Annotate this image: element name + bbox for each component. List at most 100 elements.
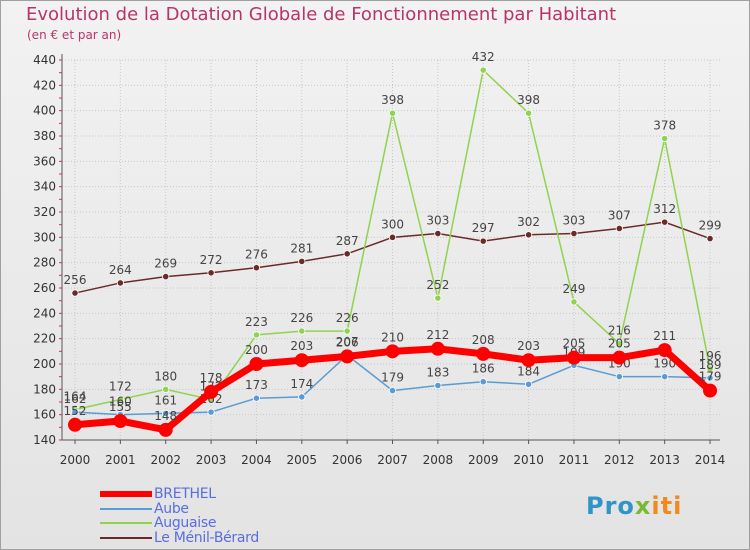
data-label-aube-2007: 179 xyxy=(381,371,404,385)
x-tick-label: 2001 xyxy=(105,453,136,467)
point-brethel-2010 xyxy=(521,353,536,368)
data-label-auguaise-2001: 172 xyxy=(109,379,132,393)
data-label-brethel-2013: 211 xyxy=(653,329,676,343)
point-auguaise-2004 xyxy=(252,331,261,339)
point-le-m-nil-b-rard-2008 xyxy=(434,229,442,238)
data-label-le-m-nil-b-rard-2001: 264 xyxy=(109,263,132,277)
point-le-m-nil-b-rard-2012 xyxy=(615,224,623,233)
point-le-m-nil-b-rard-2000 xyxy=(71,289,79,297)
x-tick-label: 2011 xyxy=(559,453,590,467)
point-brethel-2005 xyxy=(294,353,309,368)
x-tick-label: 2005 xyxy=(287,453,318,467)
legend-item-auguaise: Auguaise xyxy=(100,515,216,531)
point-auguaise-2009 xyxy=(479,66,487,74)
point-aube-2003 xyxy=(207,408,215,416)
point-auguaise-2006 xyxy=(343,327,351,335)
legend-label-le-menil-berard: Le Ménil-Bérard xyxy=(154,530,259,546)
x-tick-label: 2012 xyxy=(604,453,635,467)
point-brethel-2007 xyxy=(385,344,400,359)
data-label-le-m-nil-b-rard-2009: 297 xyxy=(472,221,495,235)
point-aube-2009 xyxy=(479,378,487,386)
data-label-brethel-2002: 148 xyxy=(154,409,177,423)
data-label-brethel-2001: 155 xyxy=(109,400,132,414)
point-brethel-2006 xyxy=(340,349,355,364)
point-le-m-nil-b-rard-2004 xyxy=(252,264,261,272)
point-auguaise-2005 xyxy=(298,327,306,335)
data-label-le-m-nil-b-rard-2004: 276 xyxy=(245,248,268,262)
legend-swatch-brethel xyxy=(100,491,152,497)
point-aube-2002 xyxy=(162,409,170,417)
y-tick-label: 160 xyxy=(33,408,56,422)
data-label-auguaise-2014: 196 xyxy=(699,349,722,363)
x-tick-label: 2003 xyxy=(196,453,227,467)
legend-swatch-auguaise xyxy=(100,522,152,524)
y-tick-label: 360 xyxy=(33,154,56,168)
data-label-brethel-2004: 200 xyxy=(245,343,268,357)
point-aube-2008 xyxy=(434,381,442,390)
y-tick-label: 220 xyxy=(33,332,56,346)
data-label-aube-2001: 160 xyxy=(109,395,132,409)
point-brethel-2001 xyxy=(113,414,128,428)
data-label-le-m-nil-b-rard-2010: 302 xyxy=(517,215,540,229)
legend-item-brethel: BRETHEL xyxy=(100,486,216,502)
data-label-auguaise-2008: 252 xyxy=(426,278,449,292)
data-label-auguaise-2004: 223 xyxy=(245,315,268,329)
data-label-brethel-2007: 210 xyxy=(381,330,404,344)
data-label-auguaise-2000: 164 xyxy=(64,390,87,404)
data-label-brethel-2010: 203 xyxy=(517,339,540,353)
data-label-aube-2005: 174 xyxy=(290,377,313,391)
data-label-brethel-2003: 178 xyxy=(200,371,223,385)
point-le-m-nil-b-rard-2006 xyxy=(343,250,351,258)
y-tick-label: 340 xyxy=(33,180,56,194)
data-label-aube-2002: 161 xyxy=(154,393,177,407)
y-tick-label: 440 xyxy=(33,53,56,67)
point-aube-2005 xyxy=(298,393,306,401)
point-le-m-nil-b-rard-2009 xyxy=(479,237,487,245)
point-aube-2012 xyxy=(615,373,623,381)
point-aube-2007 xyxy=(388,386,397,395)
chart-title: Evolution de la Dotation Globale de Fonc… xyxy=(26,4,617,25)
x-tick-label: 2000 xyxy=(60,453,91,467)
data-label-auguaise-2005: 226 xyxy=(290,311,313,325)
data-label-brethel-2012: 205 xyxy=(608,337,631,351)
point-brethel-2012 xyxy=(612,350,627,365)
point-aube-2010 xyxy=(524,380,533,388)
legend-swatch-le-menil-berard xyxy=(100,537,152,539)
point-auguaise-2013 xyxy=(661,134,669,143)
data-label-brethel-2008: 212 xyxy=(426,328,449,342)
point-auguaise-2008 xyxy=(434,294,442,302)
data-label-aube-2014: 189 xyxy=(699,358,722,372)
data-label-le-m-nil-b-rard-2000: 256 xyxy=(64,273,87,287)
x-tick-label: 2009 xyxy=(468,453,499,467)
y-tick-label: 180 xyxy=(33,382,56,396)
y-tick-label: 140 xyxy=(33,433,56,447)
point-auguaise-2007 xyxy=(388,109,397,117)
data-label-aube-2013: 190 xyxy=(653,357,676,371)
point-le-m-nil-b-rard-2002 xyxy=(162,272,170,281)
data-label-brethel-2000: 152 xyxy=(64,404,87,418)
x-tick-label: 2008 xyxy=(423,453,454,467)
y-tick-label: 240 xyxy=(33,306,56,320)
data-label-brethel-2006: 206 xyxy=(336,335,359,349)
point-le-m-nil-b-rard-2011 xyxy=(570,229,578,238)
data-label-auguaise-2007: 398 xyxy=(381,93,404,107)
data-label-auguaise-2013: 378 xyxy=(653,119,676,133)
data-label-le-m-nil-b-rard-2007: 300 xyxy=(381,217,404,231)
data-label-brethel-2011: 205 xyxy=(563,337,586,351)
point-brethel-2002 xyxy=(158,422,173,437)
point-auguaise-2010 xyxy=(524,109,533,117)
data-label-le-m-nil-b-rard-2014: 299 xyxy=(699,219,722,233)
y-tick-label: 400 xyxy=(33,104,56,118)
data-label-brethel-2005: 203 xyxy=(290,339,313,353)
data-label-aube-2008: 183 xyxy=(426,366,449,380)
y-tick-label: 300 xyxy=(33,230,56,244)
point-brethel-2011 xyxy=(566,350,581,365)
point-brethel-2013 xyxy=(657,343,672,358)
x-tick-label: 2010 xyxy=(513,453,544,467)
data-label-aube-2010: 184 xyxy=(517,364,540,378)
point-brethel-2000 xyxy=(68,417,82,432)
point-aube-2014 xyxy=(706,374,714,382)
proxiti-logo: Proxiti xyxy=(586,492,683,520)
